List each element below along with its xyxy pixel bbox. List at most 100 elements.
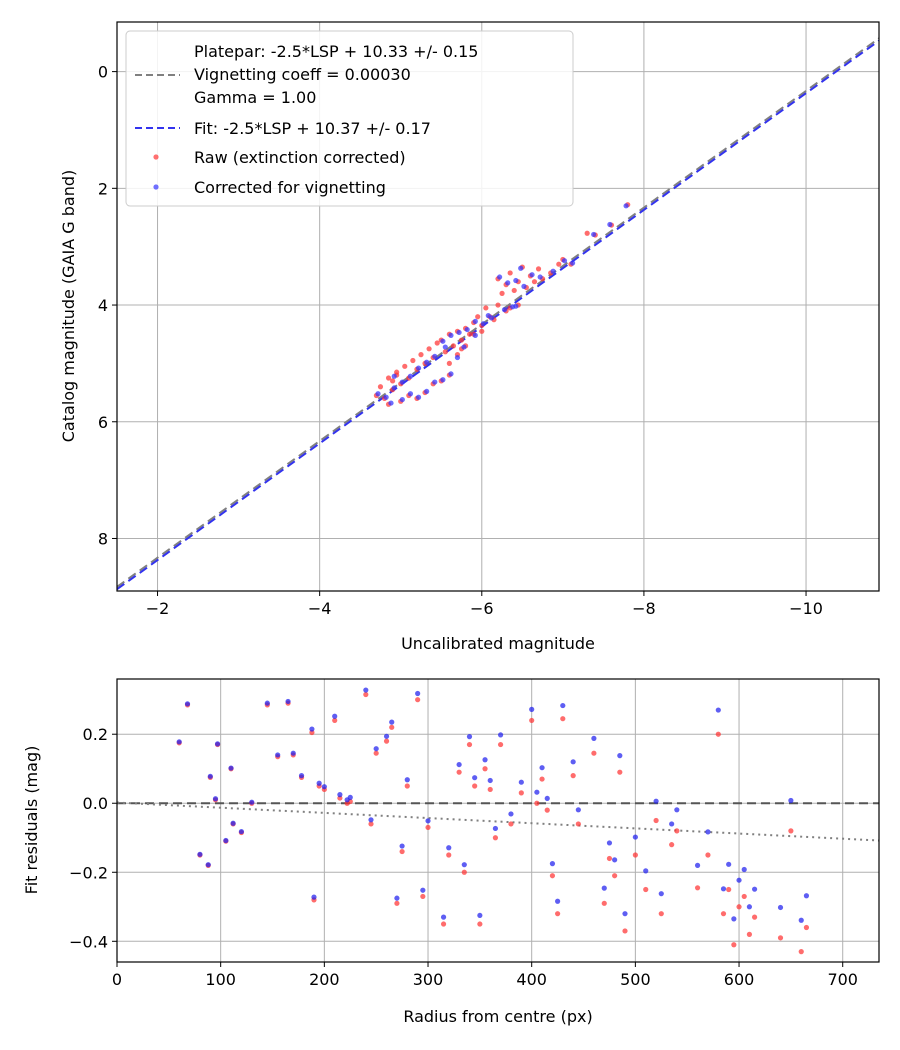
point-corrected <box>375 391 381 397</box>
point-corrected <box>569 260 576 266</box>
point-corrected <box>606 840 613 846</box>
legend-platepar-label: Platepar: -2.5*LSP + 10.33 +/- 0.15 <box>194 42 478 61</box>
bottom-reference-lines <box>117 801 879 842</box>
point-raw <box>643 886 649 893</box>
point-corrected <box>746 904 753 910</box>
point-corrected <box>275 752 281 758</box>
point-raw <box>617 769 623 775</box>
point-raw <box>632 852 638 858</box>
point-corrected <box>420 887 426 893</box>
point-raw <box>539 776 545 782</box>
y-tick-label: −0.2 <box>69 863 108 882</box>
x-tick-label: 400 <box>516 970 547 989</box>
point-raw <box>741 893 747 900</box>
point-raw <box>368 821 374 827</box>
point-corrected <box>404 777 410 783</box>
top-x-axis-label: Uncalibrated magnitude <box>401 634 595 653</box>
point-corrected <box>424 388 430 395</box>
point-corrected <box>726 861 732 867</box>
point-corrected <box>415 690 421 697</box>
point-raw <box>477 921 483 927</box>
point-raw <box>402 363 408 369</box>
point-corrected <box>731 916 737 922</box>
point-corrected <box>456 761 462 768</box>
point-corrected <box>674 807 680 813</box>
point-corrected <box>518 779 524 785</box>
point-corrected <box>337 792 343 798</box>
point-raw <box>798 949 804 955</box>
y-tick-label: 8 <box>98 529 108 548</box>
top-plot-frame <box>116 21 880 592</box>
point-corrected <box>803 893 810 899</box>
point-raw <box>404 783 410 789</box>
point-raw <box>467 331 473 337</box>
point-raw <box>479 328 485 334</box>
point-raw <box>653 817 659 824</box>
point-corrected <box>736 877 742 883</box>
point-corrected <box>472 318 478 324</box>
point-corrected <box>472 775 478 781</box>
point-raw <box>544 807 550 813</box>
point-corrected <box>424 359 430 365</box>
point-raw <box>549 873 556 879</box>
point-corrected <box>669 821 675 827</box>
point-raw <box>442 349 448 355</box>
point-raw <box>495 302 501 308</box>
point-raw <box>570 773 576 779</box>
point-corrected <box>464 326 470 333</box>
point-raw <box>511 287 517 294</box>
point-corrected <box>228 765 234 771</box>
point-corrected <box>601 885 607 891</box>
point-raw <box>575 821 581 827</box>
top-panel: −2 −4 −6 −8 −10 0 2 4 6 8 Uncalibrated magnitude… <box>59 21 880 653</box>
point-raw <box>373 750 379 756</box>
point-corrected <box>570 759 576 765</box>
top-y-ticks: 0 2 4 6 8 <box>98 63 117 548</box>
x-tick-label: 0 <box>112 970 122 989</box>
point-raw <box>450 343 457 349</box>
point-corrected <box>482 757 488 763</box>
point-corrected <box>466 734 473 740</box>
top-fit-lines <box>117 37 879 591</box>
point-corrected <box>391 385 397 391</box>
x-tick-label: −2 <box>146 599 170 618</box>
line-vignetting-trend <box>117 801 879 842</box>
point-corrected <box>560 702 566 709</box>
point-corrected <box>264 700 270 706</box>
point-raw <box>461 869 467 875</box>
point-corrected <box>440 914 447 920</box>
point-corrected <box>205 862 211 868</box>
point-raw <box>531 279 538 285</box>
point-raw <box>555 911 561 917</box>
point-corrected <box>309 726 315 732</box>
point-corrected <box>497 732 504 738</box>
point-raw <box>377 384 384 390</box>
point-corrected <box>415 365 422 371</box>
point-corrected <box>497 274 503 280</box>
point-corrected <box>623 203 629 209</box>
y-tick-label: 6 <box>98 413 108 432</box>
bottom-plot-background <box>117 679 879 962</box>
point-corrected <box>505 280 511 286</box>
bottom-plot-frame <box>116 678 880 963</box>
point-raw <box>492 835 499 841</box>
point-raw <box>332 717 338 724</box>
point-raw <box>440 921 447 927</box>
point-corrected <box>432 353 438 359</box>
point-raw <box>420 893 426 900</box>
point-corrected <box>492 825 499 832</box>
point-corrected <box>777 904 784 911</box>
point-corrected <box>298 773 305 779</box>
point-corrected <box>537 274 543 280</box>
point-corrected <box>448 371 454 377</box>
point-corrected <box>440 338 446 344</box>
point-raw <box>394 900 400 906</box>
legend-fit-label: Fit: -2.5*LSP + 10.37 +/- 0.17 <box>194 119 431 138</box>
x-tick-label: −10 <box>789 599 823 618</box>
point-raw <box>458 337 465 343</box>
point-corrected <box>249 799 255 805</box>
point-corrected <box>184 701 191 707</box>
point-corrected <box>509 304 516 310</box>
point-corrected <box>368 817 374 823</box>
legend-box <box>125 30 574 207</box>
